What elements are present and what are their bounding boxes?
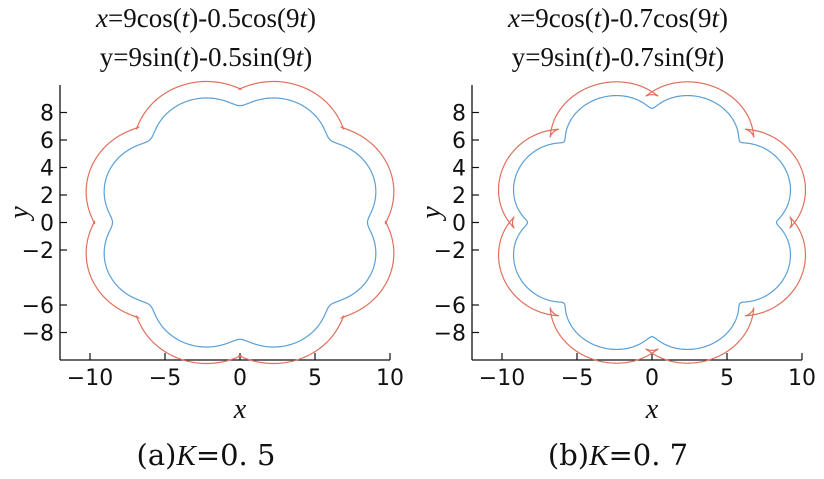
equation-x: x=9cos(t)-0.5cos(9t) — [96, 3, 316, 33]
y-tick-label: −6 — [22, 294, 54, 319]
x-tick-label: 0 — [645, 366, 659, 391]
y-axis-label: y — [4, 206, 35, 222]
x-axis-label: x — [233, 394, 247, 425]
x-tick-label: −5 — [561, 366, 593, 391]
equation-y: y=9sin(t)-0.5sin(9t) — [99, 42, 313, 72]
caption: (a)K=0. 5 — [136, 438, 276, 472]
x-tick-label: 5 — [720, 366, 734, 391]
y-tick-label: 4 — [452, 157, 466, 182]
x-tick-label: 5 — [308, 366, 322, 391]
y-tick-label: 0 — [452, 212, 466, 237]
y-tick-label: 8 — [40, 102, 54, 127]
y-tick-label: 2 — [452, 184, 466, 209]
y-tick-label: 0 — [40, 212, 54, 237]
y-tick-label: −6 — [434, 294, 466, 319]
y-tick-label: −2 — [22, 239, 54, 264]
chart-panel-b: x=9cos(t)-0.7cos(9t) y=9sin(t)-0.7sin(9t… — [412, 0, 824, 479]
series-line-inner — [512, 94, 792, 351]
x-tick-label: 10 — [788, 366, 816, 391]
y-tick-label: −2 — [434, 239, 466, 264]
series-line-outer — [497, 81, 807, 364]
equation-x: x=9cos(t)-0.7cos(9t) — [508, 3, 728, 33]
y-tick-label: 2 — [40, 184, 54, 209]
chart-panel-a: x=9cos(t)-0.5cos(9t) y=9sin(t)-0.5sin(9t… — [4, 3, 404, 472]
y-tick-label: −8 — [22, 322, 54, 347]
y-tick-label: 8 — [452, 102, 466, 127]
y-tick-label: 6 — [40, 129, 54, 154]
y-tick-label: 4 — [40, 157, 54, 182]
x-tick-label: −10 — [67, 366, 113, 391]
x-tick-label: −10 — [479, 366, 525, 391]
x-tick-label: 10 — [376, 366, 404, 391]
x-tick-label: −5 — [149, 366, 181, 391]
x-tick-label: 0 — [233, 366, 247, 391]
y-tick-label: −8 — [434, 322, 466, 347]
series-line-outer — [85, 80, 395, 365]
series-line-inner — [103, 97, 377, 348]
y-axis-label: y — [416, 206, 447, 222]
y-tick-label: 6 — [452, 129, 466, 154]
caption: (b)K=0. 7 — [547, 438, 689, 472]
equation-y: y=9sin(t)-0.7sin(9t) — [511, 42, 725, 72]
x-axis-label: x — [645, 394, 659, 425]
